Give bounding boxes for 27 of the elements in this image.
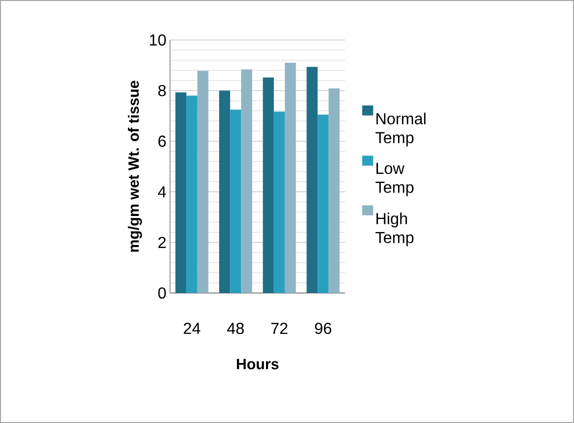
x-tick-label: 96 — [315, 322, 332, 334]
bar — [241, 69, 252, 293]
bar — [186, 96, 198, 293]
bar — [175, 92, 186, 293]
bar — [219, 90, 230, 293]
bar — [306, 66, 318, 293]
y-tick-label: 8 — [158, 84, 166, 96]
x-tick-label: 48 — [227, 322, 244, 334]
bar — [318, 114, 329, 293]
bar — [230, 110, 242, 293]
x-axis-title: Hours — [236, 358, 278, 370]
bar — [262, 77, 274, 293]
x-tick-label: 72 — [271, 322, 288, 334]
y-tick-label: 10 — [150, 34, 166, 46]
legend-label: High Temp — [376, 212, 414, 246]
y-tick-label: 2 — [158, 236, 166, 248]
bar — [328, 88, 340, 293]
y-axis-title: mg/gm wet Wt. of tissue — [128, 80, 142, 252]
y-tick-label: 6 — [158, 136, 166, 147]
legend-label: Normal Temp — [376, 112, 426, 146]
y-tick-label: 0 — [158, 287, 166, 299]
bar — [274, 112, 285, 293]
bar — [197, 70, 208, 293]
x-tick-label: 24 — [184, 322, 200, 334]
y-tick-label: 4 — [158, 186, 166, 198]
bar — [284, 62, 296, 293]
legend-label: Low Temp — [376, 162, 414, 196]
